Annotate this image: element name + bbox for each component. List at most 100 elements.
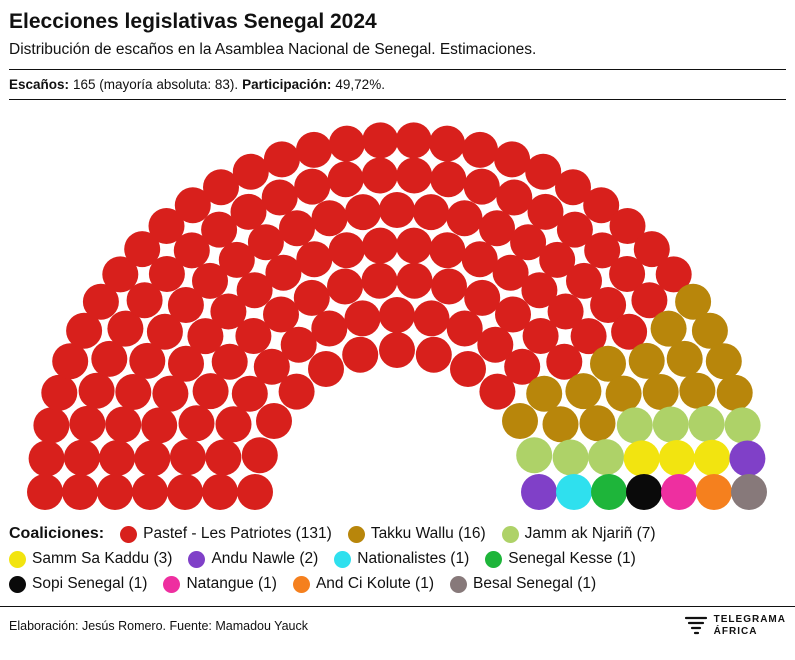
seat [705, 343, 742, 380]
seat [566, 262, 602, 299]
legend-label: Takku Wallu (16) [370, 525, 486, 542]
turnout-label: Participación: [242, 77, 332, 92]
seat [463, 168, 500, 205]
seat [691, 312, 728, 349]
legend-label: Pastef - Les Patriotes (131) [143, 525, 332, 542]
seat [294, 168, 331, 205]
seat [105, 406, 142, 443]
seat [237, 474, 273, 510]
seat [261, 179, 298, 216]
logo-line1: TELEGRAMA [713, 614, 786, 625]
turnout-value: 49,72%. [335, 77, 385, 92]
seat [311, 200, 348, 237]
seat [69, 405, 106, 442]
seat [327, 161, 364, 198]
seat [521, 474, 557, 510]
seat [256, 403, 292, 439]
seat [446, 200, 483, 237]
seat [396, 157, 433, 194]
seat [27, 474, 63, 510]
seat [279, 210, 315, 247]
seat [430, 161, 467, 198]
logo-text: TELEGRAMA ÁFRICA [714, 614, 786, 638]
seat [450, 351, 486, 387]
seat [526, 375, 563, 412]
seat [311, 310, 348, 347]
seat [361, 157, 398, 194]
seat [344, 300, 381, 337]
seat [492, 254, 529, 291]
seat [605, 375, 642, 412]
seat [494, 141, 531, 178]
seat [28, 440, 65, 477]
seat [724, 407, 761, 444]
seat [379, 332, 415, 368]
seat [327, 268, 363, 305]
seat [132, 474, 168, 510]
seat [395, 122, 432, 159]
seat [731, 474, 767, 510]
legend: Coaliciones: Pastef - Les Patriotes (131… [0, 512, 712, 593]
seat [655, 256, 692, 293]
seat [658, 440, 695, 476]
footer: Elaboración: Jesús Romero. Fuente: Mamad… [0, 606, 795, 638]
seat [542, 406, 579, 443]
seat [479, 210, 515, 247]
seat [202, 474, 238, 510]
seat [661, 474, 697, 510]
seat [479, 373, 516, 410]
seat [556, 211, 593, 248]
legend-title: Coaliciones: [9, 525, 105, 542]
seat [591, 474, 627, 510]
seat [102, 256, 139, 293]
seat [590, 345, 626, 382]
legend-swatch [9, 550, 26, 568]
legend-label: Jamm ak Njariñ (7) [524, 525, 656, 542]
seat [173, 232, 210, 269]
legend-swatch [334, 550, 352, 568]
parliament-seat-chart [27, 122, 767, 510]
seat [679, 372, 716, 409]
seat [413, 300, 450, 337]
legend-item: Pastef - Les Patriotes (131) [120, 525, 332, 543]
legend-swatch [449, 575, 467, 593]
logo-line2: ÁFRICA [713, 626, 758, 637]
seat [361, 262, 398, 299]
seat [362, 122, 399, 159]
legend-label: And Ci Kolute (1) [315, 575, 434, 592]
seat [115, 374, 152, 410]
seat [211, 343, 248, 380]
page-title: Elecciones legislativas Senegal 2024 [9, 10, 377, 33]
legend-item: And Ci Kolute (1) [292, 575, 434, 593]
legend-swatch [292, 575, 310, 593]
legend-label: Nationalistes (1) [357, 550, 470, 567]
seat [694, 439, 731, 476]
seat [192, 262, 228, 299]
legend-swatch [501, 525, 519, 543]
seat [230, 193, 267, 230]
seat [308, 351, 344, 387]
seat [626, 474, 662, 510]
seat [609, 256, 646, 292]
seat [278, 373, 315, 410]
credit-text: Elaboración: Jesús Romero. Fuente: Mamad… [9, 619, 308, 633]
legend-item: Jamm ak Njariñ (7) [501, 525, 656, 543]
seat [296, 241, 333, 278]
seat [415, 336, 452, 373]
seat [546, 343, 583, 380]
seat [525, 153, 562, 190]
seat [328, 232, 365, 269]
legend-item: Nationalistes (1) [334, 550, 469, 568]
seat [232, 153, 269, 190]
seat [263, 141, 300, 178]
seat [396, 262, 433, 299]
seat [328, 125, 365, 162]
seat [141, 407, 178, 444]
legend-item: Besal Senegal (1) [449, 575, 596, 593]
seat [623, 440, 660, 477]
seat [522, 318, 559, 354]
seat [41, 374, 78, 411]
seat [82, 283, 119, 320]
legend-label: Samm Sa Kaddu (3) [32, 550, 173, 567]
legend-swatch [347, 525, 365, 543]
